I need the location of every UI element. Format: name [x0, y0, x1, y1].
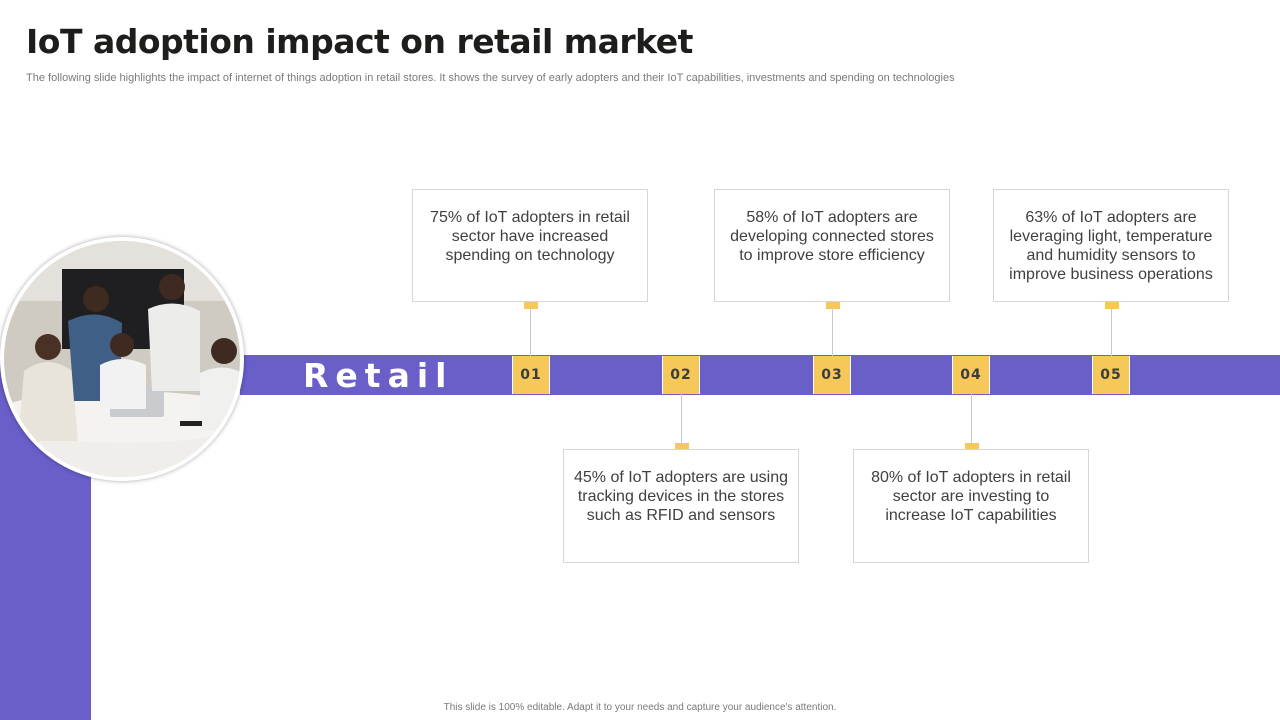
step-card-05: 63% of IoT adopters are leveraging light…	[993, 189, 1229, 302]
timeline-band-label: Retail	[303, 356, 454, 395]
page-subtitle: The following slide highlights the impac…	[26, 72, 955, 84]
step-card-text: 75% of IoT adopters in retail sector hav…	[430, 209, 630, 264]
step-card-text: 63% of IoT adopters are leveraging light…	[1009, 209, 1213, 283]
step-card-01: 75% of IoT adopters in retail sector hav…	[412, 189, 648, 302]
connector-line-02	[681, 394, 682, 450]
step-card-text: 45% of IoT adopters are using tracking d…	[573, 469, 789, 524]
step-card-text: 80% of IoT adopters in retail sector are…	[871, 469, 1071, 524]
connector-line-03	[832, 302, 833, 356]
step-marker-04: 04	[952, 356, 990, 394]
step-card-text: 58% of IoT adopters are developing conne…	[730, 209, 934, 264]
step-card-02: 45% of IoT adopters are using tracking d…	[563, 449, 799, 563]
step-card-04: 80% of IoT adopters in retail sector are…	[853, 449, 1089, 563]
footer-note: This slide is 100% editable. Adapt it to…	[443, 702, 837, 713]
connector-line-01	[530, 302, 531, 356]
step-card-03: 58% of IoT adopters are developing conne…	[714, 189, 950, 302]
page-title: IoT adoption impact on retail market	[26, 22, 693, 61]
step-marker-01: 01	[512, 356, 550, 394]
step-marker-02: 02	[662, 356, 700, 394]
connector-line-04	[971, 394, 972, 450]
connector-line-05	[1111, 302, 1112, 356]
step-marker-03: 03	[813, 356, 851, 394]
team-meeting-photo	[0, 237, 244, 481]
step-marker-05: 05	[1092, 356, 1130, 394]
